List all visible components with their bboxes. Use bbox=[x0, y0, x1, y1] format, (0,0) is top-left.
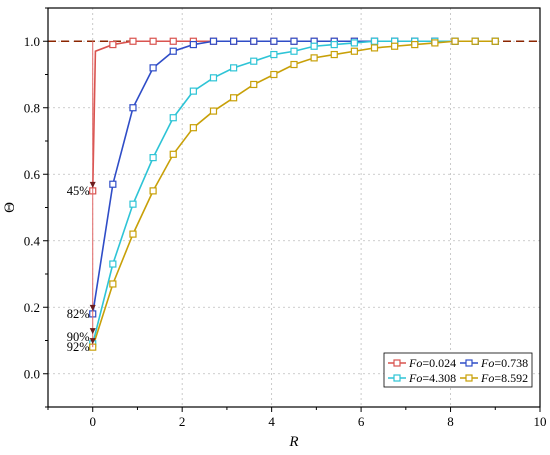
data-point-3 bbox=[290, 60, 298, 69]
legend-marker-0 bbox=[393, 359, 401, 367]
data-point-2 bbox=[330, 40, 338, 49]
data-point-3 bbox=[250, 80, 258, 89]
data-point-3 bbox=[230, 94, 238, 102]
legend-prefix-3: Fo bbox=[480, 371, 494, 385]
x-tick-label: 6 bbox=[358, 414, 365, 429]
legend-value-1: =0.738 bbox=[494, 356, 528, 370]
x-axis-label: R bbox=[288, 434, 298, 450]
data-point-2 bbox=[310, 42, 318, 50]
legend-value-2: =4.308 bbox=[422, 371, 456, 385]
legend-prefix-2: Fo bbox=[408, 371, 422, 385]
legend-marker-3 bbox=[465, 374, 473, 382]
data-point-2 bbox=[270, 50, 278, 59]
x-tick-label: 2 bbox=[179, 414, 186, 429]
data-point-3 bbox=[189, 124, 197, 132]
x-tick-label: 10 bbox=[534, 414, 547, 429]
data-point-0 bbox=[109, 40, 117, 49]
data-point-3 bbox=[370, 44, 379, 52]
data-point-2 bbox=[230, 64, 238, 72]
data-point-2 bbox=[169, 114, 177, 122]
x-tick-label: 0 bbox=[89, 414, 96, 429]
x-tick-label: 8 bbox=[447, 414, 454, 429]
annotation-arrowhead bbox=[89, 304, 96, 311]
data-point-2 bbox=[209, 74, 218, 82]
data-point-3 bbox=[209, 107, 218, 115]
annotation-arrowhead bbox=[89, 328, 96, 335]
data-point-3 bbox=[109, 280, 117, 288]
data-point-3 bbox=[491, 37, 499, 45]
series-markers bbox=[89, 37, 499, 351]
data-point-2 bbox=[109, 260, 117, 268]
data-point-1 bbox=[270, 37, 278, 45]
y-axis-label: Θ bbox=[2, 202, 18, 213]
data-point-2 bbox=[149, 154, 157, 162]
data-point-1 bbox=[169, 47, 177, 55]
data-point-3 bbox=[411, 40, 419, 49]
axis-ticks: 0 2 4 6 8 10 0.0 0.2 0.4 0.6 0.8 1.0 bbox=[24, 7, 547, 429]
data-point-3 bbox=[350, 47, 358, 55]
data-point-3 bbox=[149, 187, 157, 195]
annotations: 45% 82% 90%92% bbox=[67, 184, 90, 354]
y-tick-label: 0.6 bbox=[24, 167, 41, 182]
data-point-0 bbox=[149, 37, 157, 45]
legend-marker-2 bbox=[393, 374, 401, 382]
annotation-arrowhead bbox=[89, 338, 96, 345]
data-point-0 bbox=[129, 37, 137, 45]
data-point-3 bbox=[471, 37, 479, 45]
annotation-1: 82% bbox=[67, 307, 90, 321]
data-point-3 bbox=[270, 70, 278, 79]
data-point-1 bbox=[189, 40, 197, 49]
annotation-arrowhead bbox=[89, 181, 96, 188]
annotation-3: 92% bbox=[67, 340, 90, 354]
data-point-3 bbox=[451, 37, 459, 45]
data-point-1 bbox=[109, 180, 117, 188]
y-tick-label: 0.2 bbox=[24, 300, 40, 315]
data-point-3 bbox=[431, 39, 439, 47]
data-point-3 bbox=[391, 42, 399, 50]
data-point-3 bbox=[330, 50, 338, 59]
legend-marker-1 bbox=[465, 359, 473, 367]
data-point-1 bbox=[250, 37, 258, 45]
data-point-2 bbox=[250, 57, 258, 65]
data-point-1 bbox=[290, 37, 298, 45]
legend-prefix-0: Fo bbox=[408, 356, 422, 370]
legend-label-1: Fo=0.738 bbox=[480, 356, 528, 370]
annotation-0: 45% bbox=[67, 184, 90, 198]
series-line-1 bbox=[91, 40, 496, 315]
data-point-2 bbox=[370, 37, 379, 45]
annotation-2: 90% bbox=[67, 330, 90, 344]
data-point-2 bbox=[350, 39, 358, 47]
data-point-0 bbox=[169, 37, 177, 45]
legend-prefix-1: Fo bbox=[480, 356, 494, 370]
legend-label-0: Fo=0.024 bbox=[408, 356, 456, 370]
legend-label-2: Fo=4.308 bbox=[408, 371, 456, 385]
x-tick-label: 4 bbox=[268, 414, 275, 429]
data-point-1 bbox=[149, 64, 157, 72]
data-point-3 bbox=[310, 54, 318, 62]
data-point-1 bbox=[129, 104, 137, 112]
y-tick-label: 0.4 bbox=[24, 233, 41, 248]
data-point-2 bbox=[290, 47, 298, 55]
y-tick-label: 0.8 bbox=[24, 100, 40, 115]
data-point-3 bbox=[169, 150, 177, 158]
legend-value-0: =0.024 bbox=[422, 356, 456, 370]
y-tick-label: 0.0 bbox=[24, 366, 40, 381]
legend-value-3: =8.592 bbox=[494, 371, 528, 385]
data-point-1 bbox=[209, 37, 218, 45]
data-point-2 bbox=[129, 200, 137, 208]
legend-box bbox=[383, 352, 533, 388]
legend-label-3: Fo=8.592 bbox=[480, 371, 528, 385]
annotation-arrows bbox=[89, 41, 96, 348]
data-point-2 bbox=[189, 87, 197, 95]
data-point-1 bbox=[230, 37, 238, 45]
y-tick-label: 1.0 bbox=[24, 34, 40, 49]
data-point-3 bbox=[129, 230, 137, 238]
